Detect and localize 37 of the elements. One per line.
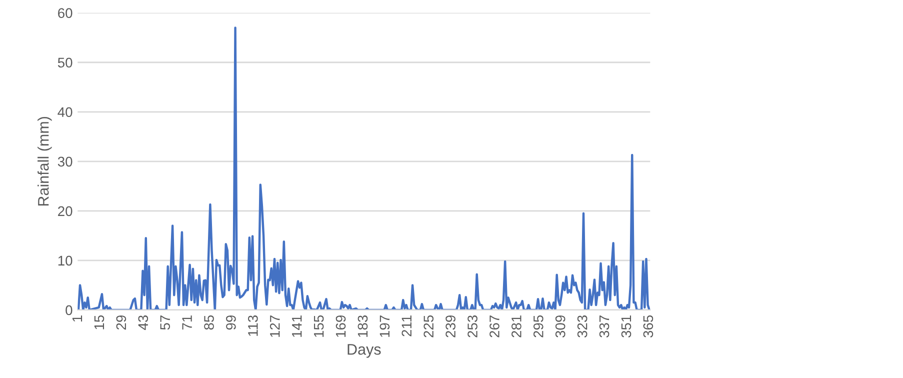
x-tick-label: 197 [380,316,390,337]
x-tick-label: 127 [270,316,280,337]
x-tick-label: 295 [533,315,544,338]
y-tick-label: 40 [58,107,72,118]
x-tick-label: 141 [292,315,302,337]
x-tick-label: 365 [643,315,654,338]
x-tick-label: 309 [555,315,566,338]
x-tick-label: 1 [72,316,82,322]
x-tick-label: 57 [160,316,170,330]
y-tick-label: 0 [66,305,72,316]
y-tick-label: 50 [58,58,72,68]
x-tick-label: 29 [116,315,126,330]
y-tick-label: 30 [58,156,72,167]
x-tick-label: 169 [336,315,346,337]
x-tick-label: 99 [226,315,236,330]
x-tick-label: 239 [446,315,456,338]
x-tick-label: 323 [577,315,588,338]
x-tick-label: 267 [490,316,500,338]
line-series [78,26,650,310]
x-tick-label: 155 [314,315,324,337]
x-tick-label: 85 [204,315,214,330]
y-tick-label: 20 [58,206,72,216]
x-tick-label: 71 [182,315,192,330]
x-axis-title: Days [348,344,381,358]
x-tick-label: 281 [512,315,522,338]
x-tick-label: 211 [402,315,412,336]
x-tick-label: 113 [248,315,258,336]
x-tick-label: 225 [424,315,434,338]
y-tick-label: 60 [58,8,72,18]
y-axis-title: Rainfall (mm) [38,116,52,206]
x-tick-label: 337 [599,316,610,338]
x-tick-label: 253 [468,315,478,338]
x-tick-label: 15 [94,315,104,330]
x-tick-label: 183 [358,315,368,337]
y-tick-label: 10 [58,256,72,266]
x-tick-label: 351 [621,315,632,338]
x-tick-label: 43 [138,315,148,330]
